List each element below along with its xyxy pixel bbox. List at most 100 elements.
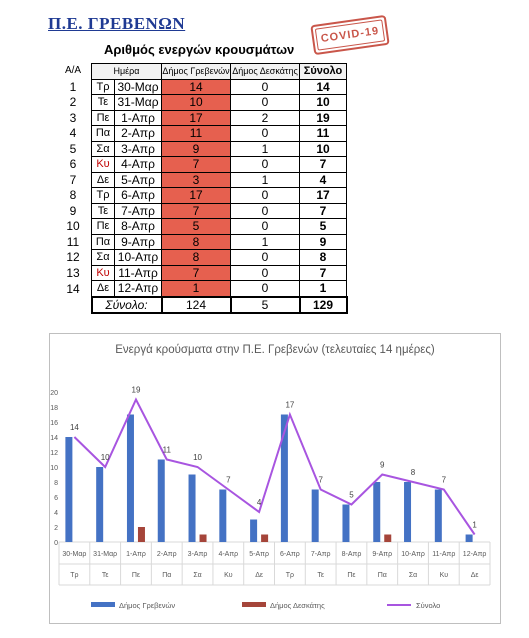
x-weekday-label: Κυ [224,572,233,579]
row-date: 10-Απρ [114,249,162,266]
y-tick-label: 20 [50,390,58,397]
row-total: 11 [299,125,347,142]
bar-deskati [199,534,207,542]
y-tick-label: 12 [50,450,58,457]
bar-grevena [434,489,442,542]
row-total: 10 [299,94,347,111]
cases-table: Α/Α Ημέρα Δήμος Γρεβενών Δήμος Δεσκάτης … [55,63,348,314]
row-index: 5 [69,141,77,156]
covid-stamp: COVID-19 [310,14,390,56]
row-total: 8 [299,249,347,266]
y-tick-label: 10 [50,465,58,472]
y-tick-label: 0 [54,540,58,547]
x-weekday-label: Σα [193,572,201,579]
bar-grevena [250,519,258,542]
bar-grevena [280,414,288,542]
table-row: 1 Τρ 30-Μαρ 14 0 14 [55,78,347,95]
table-row: 2 Τε 31-Μαρ 10 0 10 [55,94,347,111]
row-total: 5 [299,218,347,235]
legend-label-total: Σύνολο [416,601,440,610]
x-tick-label: 10-Απρ [401,551,425,558]
x-weekday-label: Πε [347,572,355,579]
sum-total: 129 [298,295,348,314]
row-index: 1 [69,79,77,94]
x-tick-label: 11-Απρ [432,551,455,558]
row-total: 7 [299,264,347,281]
y-tick-label: 2 [54,525,58,532]
row-weekday: Δε [91,171,115,188]
row-deskati: 0 [230,187,300,204]
legend-label-grevena: Δήμος Γρεβενών [119,601,175,610]
data-label-total: 7 [442,476,447,485]
data-label-total: 4 [257,498,262,507]
x-tick-label: 3-Απρ [188,551,208,558]
table-title: Αριθμός ενεργών κρουσμάτων [104,42,295,57]
y-tick-label: 16 [50,420,58,427]
data-label-total: 8 [411,468,416,477]
row-date: 11-Απρ [114,264,162,281]
chart-plot: 0246810121416182030-ΜαρΤρ31-ΜαρΤε1-ΑπρΠε… [50,386,491,610]
data-label-total: 14 [70,423,79,432]
row-date: 31-Μαρ [114,94,162,111]
col-total-header: Σύνολο [299,63,347,80]
bar-grevena [157,459,165,542]
row-grevena: 5 [161,218,231,235]
row-weekday: Πε [91,218,115,235]
row-index: 7 [69,172,77,187]
table-row: 11 Πα 9-Απρ 8 1 9 [55,233,347,250]
row-date: 9-Απρ [114,233,162,250]
y-tick-label: 8 [54,480,58,487]
data-label-total: 19 [132,386,141,395]
row-index: 4 [69,126,77,141]
x-tick-label: 30-Μαρ [62,551,86,558]
row-deskati: 1 [230,171,300,188]
row-index: 10 [66,219,80,234]
y-tick-label: 6 [54,495,58,502]
row-total: 17 [299,187,347,204]
row-weekday: Πε [91,109,115,126]
row-weekday: Τε [91,202,115,219]
row-date: 2-Απρ [114,125,162,142]
x-tick-label: 2-Απρ [157,551,177,558]
x-weekday-label: Τρ [286,572,294,579]
row-deskati: 0 [230,202,300,219]
row-weekday: Τρ [91,78,115,95]
x-tick-label: 4-Απρ [218,551,238,558]
x-weekday-label: Πα [378,572,387,579]
row-deskati: 0 [230,94,300,111]
data-label-total: 9 [380,461,385,470]
row-grevena: 17 [161,109,231,126]
col-date-header: Ημέρα [91,63,162,80]
row-deskati: 2 [230,109,300,126]
table-row: 5 Σα 3-Απρ 9 1 10 [55,140,347,157]
x-tick-label: 6-Απρ [280,551,300,558]
legend-label-deskati: Δήμος Δεσκάτης [270,601,325,610]
x-tick-label: 5-Απρ [249,551,269,558]
chart-title: Ενεργά κρούσματα στην Π.Ε. Γρεβενών (τελ… [115,344,435,356]
row-index: 8 [69,188,77,203]
bar-deskati [261,534,269,542]
row-deskati: 0 [230,280,300,297]
x-weekday-label: Τε [317,572,324,579]
row-grevena: 10 [161,94,231,111]
row-total: 19 [299,109,347,126]
row-grevena: 17 [161,187,231,204]
row-deskati: 1 [230,233,300,250]
x-weekday-label: Κυ [440,572,449,579]
row-index: 13 [66,265,80,280]
row-date: 1-Απρ [114,109,162,126]
row-weekday: Τε [91,94,115,111]
row-grevena: 8 [161,233,231,250]
data-label-total: 11 [163,446,172,455]
row-weekday: Σα [91,140,115,157]
table-row: 8 Τρ 6-Απρ 17 0 17 [55,187,347,204]
table-row: 10 Πε 8-Απρ 5 0 5 [55,218,347,235]
table-sum-row: Σύνολο: 124 5 129 [55,295,348,314]
table-row: 9 Τε 7-Απρ 7 0 7 [55,202,347,219]
legend-swatch-deskati [242,602,266,607]
table-row: 13 Κυ 11-Απρ 7 0 7 [55,264,347,281]
x-weekday-label: Τε [102,572,109,579]
data-label-total: 5 [349,491,354,500]
row-grevena: 8 [161,249,231,266]
bar-grevena [96,467,104,542]
